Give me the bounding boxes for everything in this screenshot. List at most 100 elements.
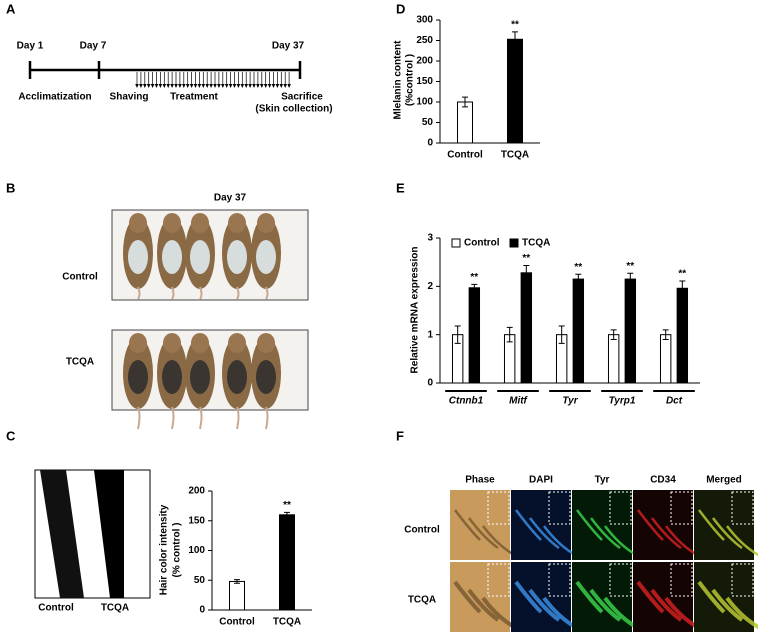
mouse-tail <box>137 286 141 300</box>
micro-image <box>511 490 571 560</box>
error-bar <box>523 265 530 281</box>
mouse-tail <box>265 286 269 300</box>
treatment-arrowhead <box>213 84 217 88</box>
stage-label: Sacrifice <box>281 92 323 103</box>
treatment-arrowhead <box>232 84 237 88</box>
image-label: Control <box>38 603 74 614</box>
micro-structure <box>453 580 482 614</box>
micro-structure <box>589 588 622 622</box>
y-tick-label: 0 <box>199 605 205 616</box>
treatment-arrowhead <box>263 84 268 88</box>
treatment-arrowhead <box>154 84 159 88</box>
stage-label: Acclimatization <box>18 92 91 103</box>
treatment-arrowhead <box>178 84 182 88</box>
micro-structure <box>698 509 725 541</box>
mouse-head <box>129 333 147 353</box>
legend-label: Control <box>464 238 500 249</box>
day-label: Day 7 <box>80 41 107 52</box>
panel-label: B <box>6 180 15 195</box>
stage-label: (Skin collection) <box>255 104 332 115</box>
y-axis-label: Hair color intensity <box>159 504 170 595</box>
mouse-tail <box>171 286 175 300</box>
mouse-patch <box>227 360 247 394</box>
micro-structure <box>514 580 543 614</box>
mouse-head <box>228 213 246 233</box>
y-tick-label: 0 <box>427 138 433 149</box>
error-bar <box>512 31 518 48</box>
micro-structure <box>575 580 604 614</box>
treatment-arrowhead <box>240 84 245 88</box>
significance-label: ** <box>678 269 686 280</box>
y-tick-label: 50 <box>422 117 434 128</box>
micro-image <box>572 490 632 560</box>
error-bar <box>234 579 240 584</box>
y-tick-label: 150 <box>188 515 205 526</box>
micro-structure <box>636 580 665 614</box>
treatment-arrowhead <box>174 84 178 88</box>
hair-strand <box>40 470 84 598</box>
stage-label: Shaving <box>110 92 149 103</box>
legend-swatch <box>451 238 461 248</box>
treatment-arrowhead <box>193 84 198 88</box>
micro-image <box>694 562 754 632</box>
treatment-arrowhead <box>283 84 287 88</box>
treatment-arrowhead <box>158 84 163 88</box>
treatment-arrowhead <box>252 84 256 88</box>
x-tick-label: TCQA <box>501 150 529 161</box>
error-bar <box>558 325 565 344</box>
microscopy-grid <box>450 490 758 632</box>
x-tick-label: Tyr <box>562 396 578 407</box>
micro-image <box>633 562 693 632</box>
mouse-patch <box>128 240 148 274</box>
day-label: Day 1 <box>17 41 44 52</box>
row-label: Control <box>404 525 440 536</box>
mice-photos <box>123 213 281 430</box>
significance-label: ** <box>511 20 519 31</box>
inset-frame <box>731 563 754 597</box>
micro-image <box>450 490 510 560</box>
micro-structure <box>712 517 743 550</box>
error-bar <box>679 280 686 297</box>
mouse-tail <box>199 406 203 430</box>
bar <box>468 287 481 384</box>
micro-structure <box>515 509 542 541</box>
y-tick-label: 200 <box>188 486 205 497</box>
micro-image <box>450 562 510 632</box>
treatment-arrowhead <box>185 84 190 88</box>
error-bar <box>662 329 669 340</box>
column-label: DAPI <box>529 475 553 486</box>
inset-frame <box>731 491 754 525</box>
y-tick-label: 150 <box>416 76 433 87</box>
bar <box>624 278 637 384</box>
micro-structure <box>725 596 758 630</box>
column-label: Merged <box>706 475 742 486</box>
treatment-arrowhead <box>267 84 272 88</box>
error-bar <box>627 272 634 286</box>
y-tick-label: 100 <box>416 97 433 108</box>
inset-frame <box>487 563 510 597</box>
mouse-tail <box>236 406 240 430</box>
row-label: Control <box>62 272 98 283</box>
mouse-tail <box>265 406 269 430</box>
inset-frame <box>548 563 571 597</box>
micro-image <box>633 490 693 560</box>
inset-frame <box>609 563 632 597</box>
treatment-arrowhead <box>205 84 209 88</box>
mouse-head <box>191 333 209 353</box>
mouse-patch <box>162 240 182 274</box>
row-label: TCQA <box>408 595 436 606</box>
mouse-patch <box>256 240 276 274</box>
treatment-arrowhead <box>271 84 276 88</box>
micro-structure <box>528 588 561 622</box>
x-tick-label: Control <box>219 617 255 628</box>
stage-label: Treatment <box>170 92 218 103</box>
panel-label: F <box>396 428 404 443</box>
y-tick-label: 200 <box>416 56 433 67</box>
error-bar <box>454 325 461 344</box>
significance-label: ** <box>283 500 291 511</box>
mouse-head <box>191 213 209 233</box>
timeline <box>28 61 302 88</box>
legend-swatch <box>509 238 519 248</box>
bar <box>457 101 473 144</box>
